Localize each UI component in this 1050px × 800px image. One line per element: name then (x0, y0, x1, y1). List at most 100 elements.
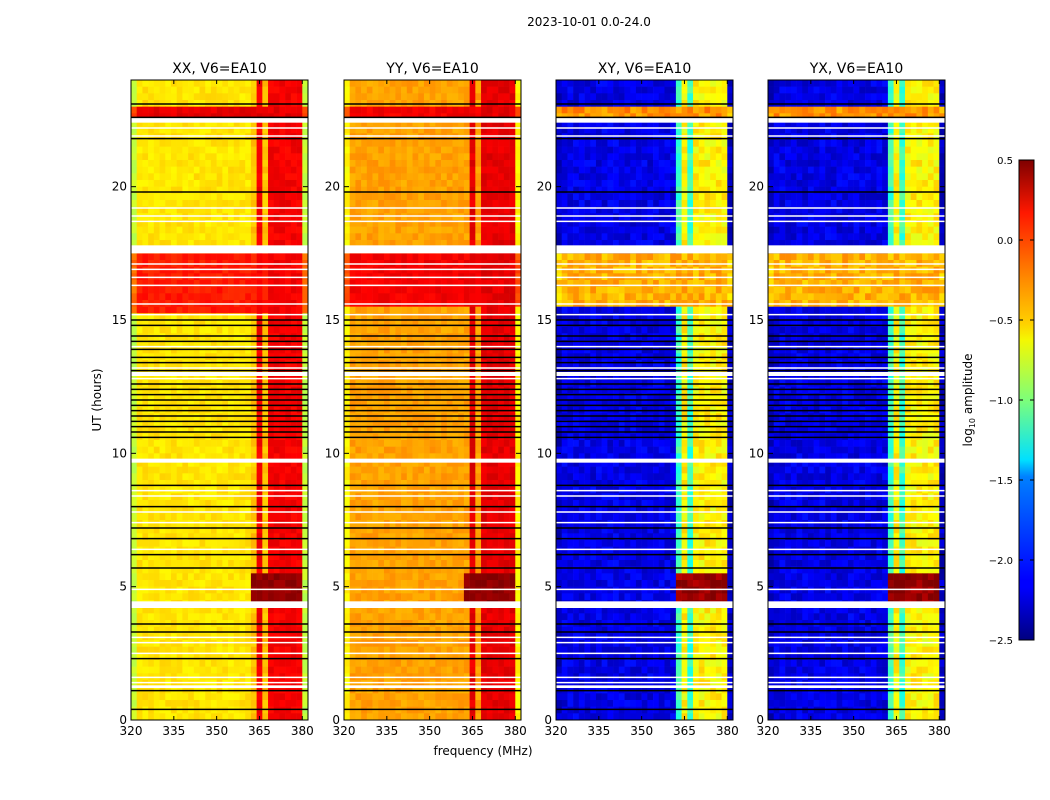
heatmap-cell (273, 566, 280, 574)
heatmap-cell (182, 133, 189, 141)
heatmap-cell (401, 106, 408, 114)
heatmap-cell (262, 593, 269, 601)
heatmap-cell (153, 213, 160, 221)
heatmap-cell (136, 506, 143, 514)
heatmap-cell (199, 333, 206, 341)
heatmap-cell (199, 140, 206, 147)
heatmap-cell (481, 293, 488, 301)
heatmap-cell (423, 346, 430, 354)
heatmap-cell (210, 313, 217, 321)
heatmap-cell (222, 453, 229, 461)
heatmap-cell (475, 453, 482, 461)
panel-frame (130, 79, 309, 721)
heatmap-cell (429, 426, 436, 434)
heatmap-cell (372, 393, 379, 401)
heatmap-cell (469, 160, 476, 167)
heatmap-cell (279, 280, 286, 287)
heatmap-cell (355, 453, 362, 461)
heatmap-cell (165, 373, 172, 381)
heatmap-cell (290, 233, 297, 241)
heatmap-cell (153, 560, 160, 567)
heatmap-cell (279, 126, 286, 134)
heatmap-cell (378, 313, 385, 321)
heatmap-cell (486, 166, 493, 174)
heatmap-cell (515, 186, 522, 194)
heatmap-cell (355, 420, 362, 427)
heatmap-cell (193, 220, 200, 227)
heatmap-cell (355, 393, 362, 401)
heatmap-cell (498, 446, 505, 454)
heatmap-cell (509, 393, 516, 401)
heatmap-cell (273, 106, 280, 114)
heatmap-cell (250, 80, 257, 87)
heatmap-cell (435, 106, 442, 114)
heatmap-cell (273, 606, 280, 614)
heatmap-cell (429, 93, 436, 101)
heatmap-cell (302, 193, 309, 201)
heatmap-cell (429, 186, 436, 194)
heatmap-cell (205, 226, 212, 234)
heatmap-cell (486, 320, 493, 327)
heatmap-cell (355, 213, 362, 221)
heatmap-cell (210, 700, 217, 707)
heatmap-cell (418, 93, 425, 101)
heatmap-cell (481, 93, 488, 101)
heatmap-cell (469, 293, 476, 301)
heatmap-cell (239, 313, 246, 321)
heatmap-cell (256, 373, 263, 381)
heatmap-cell (486, 146, 493, 154)
heatmap-cell (131, 106, 138, 114)
heatmap-cell (395, 86, 402, 94)
heatmap-cell (366, 93, 373, 101)
heatmap-cell (205, 426, 212, 434)
heatmap-cell (205, 400, 212, 407)
heatmap-cell (262, 313, 269, 321)
heatmap-cell (222, 540, 229, 547)
heatmap-cell (262, 666, 269, 674)
heatmap-cell (463, 373, 470, 381)
heatmap-cell (498, 233, 505, 241)
heatmap-cell (205, 693, 212, 701)
heatmap-cell (452, 306, 459, 314)
heatmap-cell (210, 86, 217, 94)
heatmap-cell (205, 313, 212, 321)
heatmap-cell (182, 286, 189, 294)
heatmap-cell (285, 326, 292, 334)
heatmap-cell (268, 213, 275, 221)
heatmap-cell (302, 713, 309, 721)
heatmap-cell (239, 86, 246, 94)
heatmap-cell (136, 613, 143, 621)
heatmap-cell (250, 166, 257, 174)
heatmap-cell (239, 546, 246, 554)
heatmap-cell (401, 360, 408, 367)
heatmap-cell (412, 293, 419, 301)
heatmap-cell (383, 220, 390, 227)
heatmap-cell (216, 293, 223, 301)
heatmap-cell (458, 220, 465, 227)
heatmap-cell (463, 126, 470, 134)
heatmap-cell (361, 106, 368, 114)
heatmap-cell (389, 166, 396, 174)
heatmap-cell (148, 706, 155, 714)
heatmap-cell (401, 153, 408, 161)
heatmap-cell (159, 400, 166, 407)
heatmap-cell (285, 393, 292, 401)
heatmap-cell (131, 580, 138, 587)
heatmap-cell (395, 180, 402, 187)
heatmap-cell (205, 593, 212, 601)
heatmap-cell (290, 460, 297, 467)
heatmap-cell (441, 413, 448, 421)
heatmap-cell (216, 180, 223, 187)
heatmap-cell (136, 80, 143, 87)
heatmap-cell (296, 520, 303, 527)
heatmap-cell (159, 533, 166, 541)
heatmap-cell (228, 193, 235, 201)
heatmap-cell (412, 200, 419, 207)
heatmap-cell (349, 266, 356, 274)
heatmap-cell (423, 386, 430, 394)
heatmap-cell (165, 233, 172, 241)
heatmap-cell (435, 386, 442, 394)
heatmap-cell (182, 80, 189, 87)
heatmap-cell (182, 506, 189, 514)
heatmap-cell (383, 466, 390, 474)
